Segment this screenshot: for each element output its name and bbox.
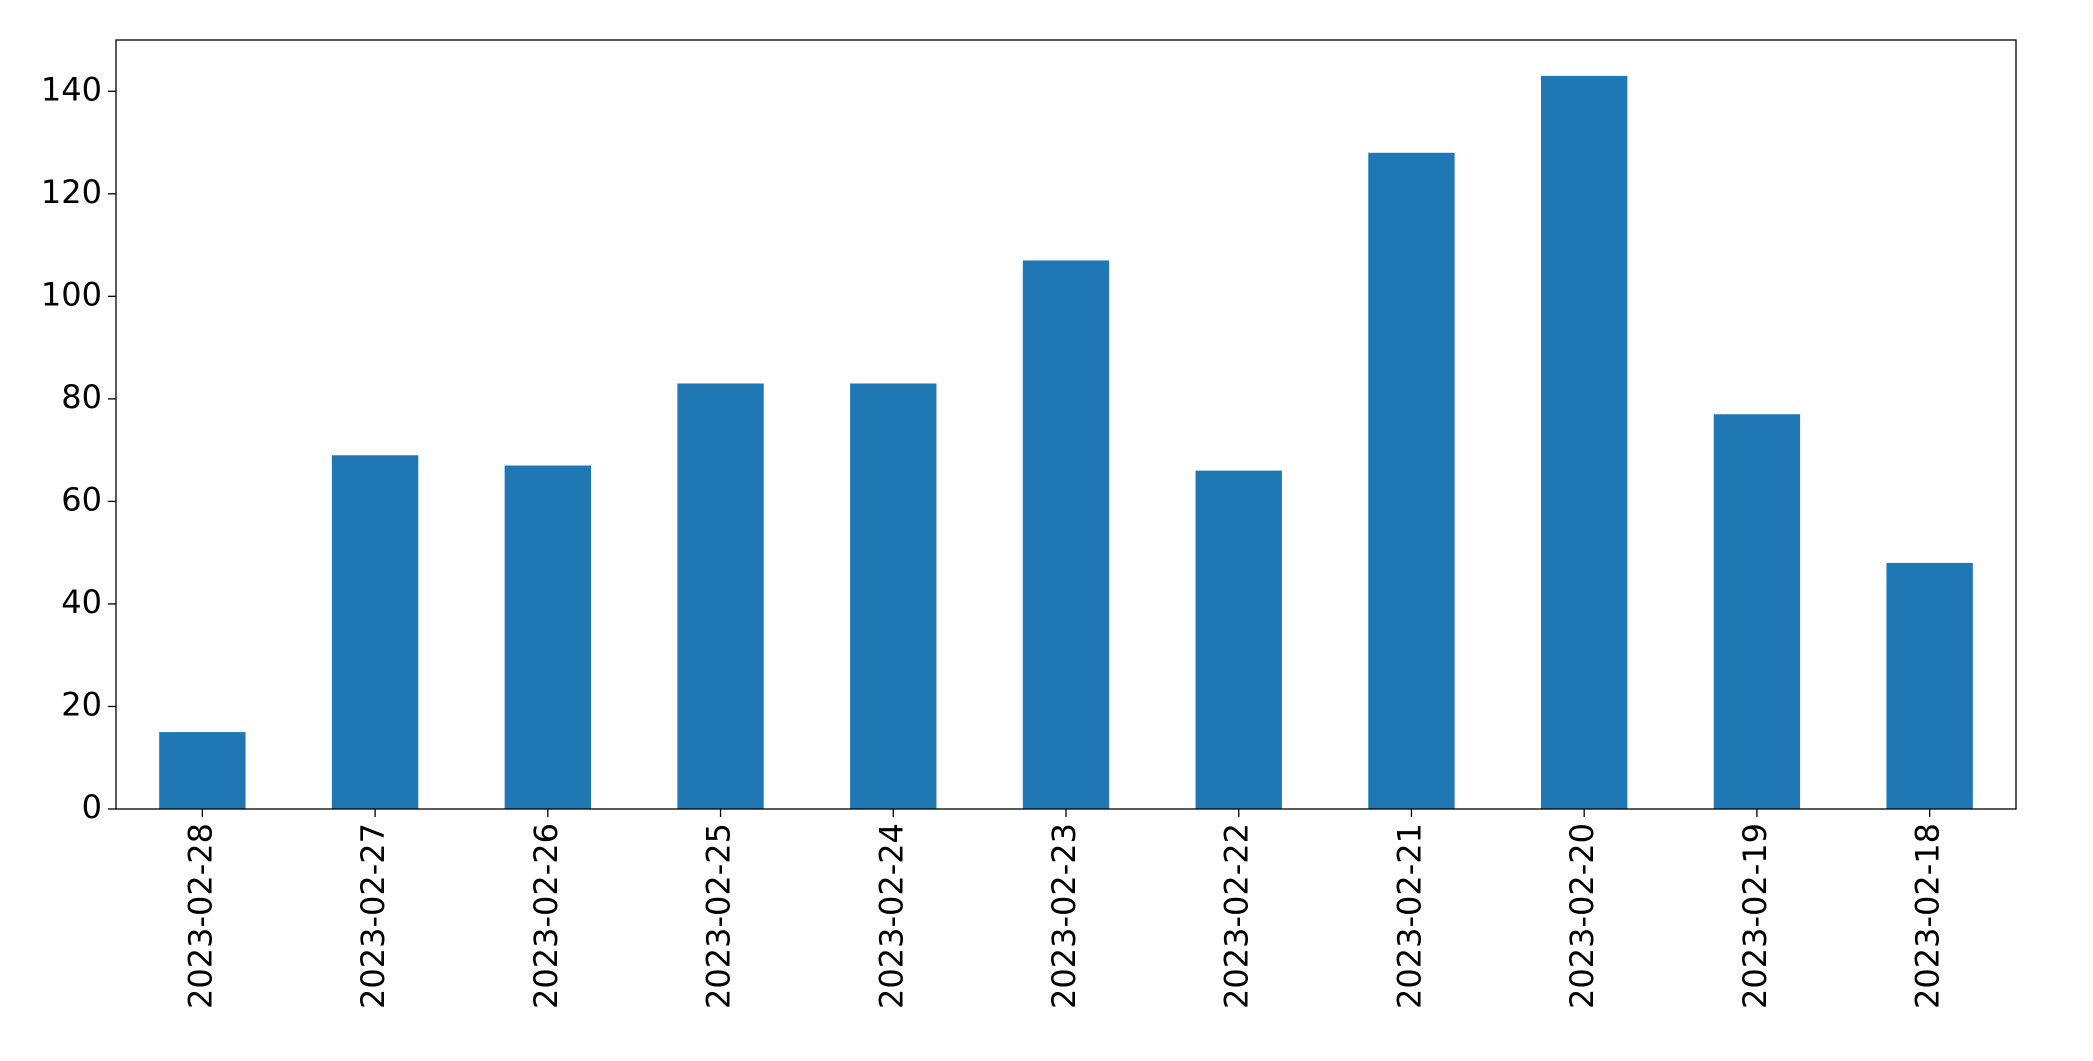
bar (677, 383, 764, 809)
bar (1195, 470, 1282, 809)
y-tick-label: 60 (61, 480, 102, 518)
y-tick-label: 120 (41, 173, 102, 211)
x-tick-label: 2023-02-19 (1736, 823, 1774, 1009)
bar (850, 383, 937, 809)
y-tick-label: 140 (41, 70, 102, 108)
bar (1022, 260, 1110, 809)
x-tick-label: 2023-02-18 (1909, 823, 1947, 1009)
bar (159, 732, 246, 809)
bar (504, 465, 591, 809)
x-tick-label: 2023-02-21 (1390, 823, 1428, 1009)
plot-frame (115, 39, 2017, 810)
bar (1886, 562, 1973, 809)
x-tick-label: 2023-02-26 (527, 823, 565, 1009)
bar (1368, 152, 1455, 809)
x-tick-label: 2023-02-23 (1045, 823, 1083, 1009)
bar (1541, 75, 1628, 810)
x-tick-label: 2023-02-24 (872, 823, 910, 1009)
x-tick-label: 2023-02-28 (181, 823, 219, 1009)
x-tick-label: 2023-02-27 (354, 823, 392, 1009)
x-tick-label: 2023-02-25 (700, 823, 738, 1009)
y-tick-label: 0 (82, 788, 102, 826)
y-tick-label: 20 (61, 685, 102, 723)
y-tick-label: 80 (61, 378, 102, 416)
y-tick-label: 40 (61, 583, 102, 621)
bar (331, 455, 419, 809)
x-tick-label: 2023-02-20 (1563, 823, 1601, 1009)
y-tick-label: 100 (41, 275, 102, 313)
x-tick-label: 2023-02-22 (1218, 823, 1256, 1009)
bar (1713, 414, 1801, 809)
